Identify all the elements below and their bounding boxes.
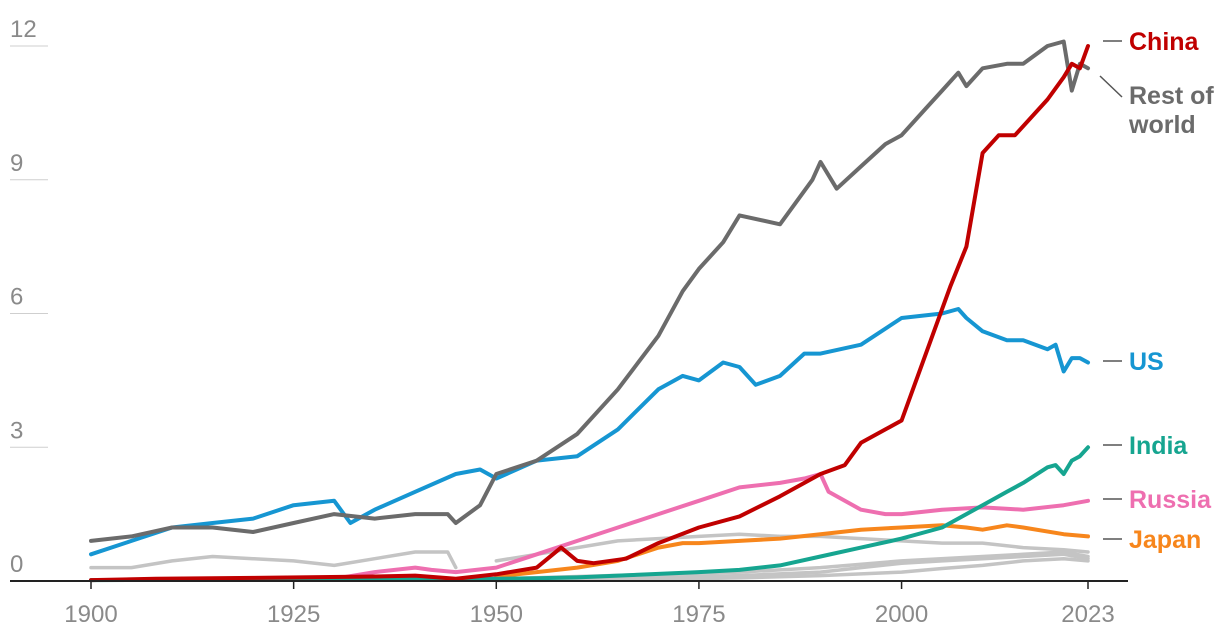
series-label-rest-of-world: world xyxy=(1128,111,1196,139)
series-line-russia xyxy=(332,472,1090,581)
series-line-rest-of-world xyxy=(89,39,1090,543)
series-line-india xyxy=(89,445,1090,583)
x-tick-label: 2000 xyxy=(875,601,928,628)
series-label-us: US xyxy=(1129,348,1164,376)
x-tick-label: 1925 xyxy=(267,601,320,628)
series-line-china xyxy=(89,44,1090,583)
x-tick-label: 1975 xyxy=(672,601,725,628)
gridlines xyxy=(10,45,48,448)
x-tick-label: 2023 xyxy=(1061,601,1114,628)
series-label-rest-of-world: Rest of xyxy=(1129,82,1214,110)
y-tick-label: 3 xyxy=(10,417,23,444)
series-line-us xyxy=(89,307,1090,557)
series-lines xyxy=(89,39,1090,583)
series-label-china: China xyxy=(1129,28,1200,56)
series-line-other-country xyxy=(89,550,458,570)
leader-line-rest-of-world xyxy=(1099,75,1123,98)
y-tick-label: 9 xyxy=(10,150,23,177)
x-axis xyxy=(10,580,1128,589)
x-tick-label: 1950 xyxy=(470,601,523,628)
series-label-india: India xyxy=(1129,432,1188,460)
x-tick-label: 1900 xyxy=(64,601,117,628)
y-tick-label: 0 xyxy=(10,551,23,578)
y-tick-label: 12 xyxy=(10,16,37,43)
y-axis-tick-labels: 0 3 6 9 12 xyxy=(10,16,37,578)
series-line-other-country xyxy=(494,556,1090,583)
series-label-japan: Japan xyxy=(1129,526,1201,554)
y-tick-label: 6 xyxy=(10,284,23,311)
x-axis-tick-labels: 1900 1925 1950 1975 2000 2023 xyxy=(64,601,1114,628)
series-label-russia: Russia xyxy=(1129,486,1212,514)
